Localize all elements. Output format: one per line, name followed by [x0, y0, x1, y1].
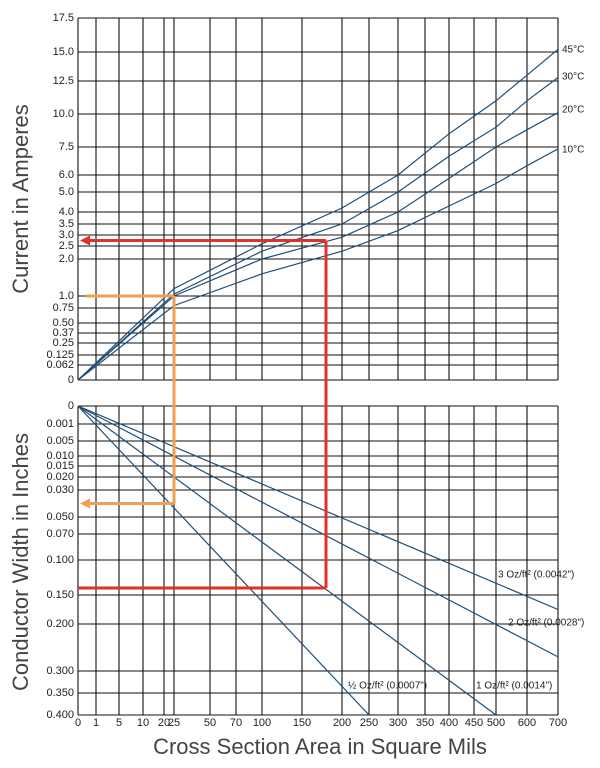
- x-tick-label: 200: [333, 717, 351, 729]
- y-tick-label: 15.0: [53, 46, 74, 58]
- y-tick-label: 2.5: [59, 240, 74, 252]
- x-tick-label: 150: [293, 717, 311, 729]
- y-tick-label: 3.0: [59, 229, 74, 241]
- x-tick-label: 500: [487, 717, 505, 729]
- curve-label: 2 Oz/ft² (0.0028"): [508, 618, 584, 629]
- x-tick-label: 300: [389, 717, 407, 729]
- y-tick-label: 0: [68, 400, 74, 412]
- y-tick-label: 12.5: [53, 75, 74, 87]
- curve-label: 45°C: [562, 45, 584, 56]
- y-tick-label: 0.150: [46, 589, 74, 601]
- curve: [77, 112, 559, 381]
- arrow-head: [80, 235, 90, 246]
- curve-label: 3 Oz/ft² (0.0042"): [498, 570, 574, 581]
- x-axis-title: Cross Section Area in Square Mils: [153, 734, 487, 759]
- x-tick-label: 0: [75, 717, 81, 729]
- y-tick-label: 0.100: [46, 554, 74, 566]
- y-tick-label: 0.010: [46, 450, 74, 462]
- y-tick-label: 0.062: [46, 359, 74, 371]
- y-tick-label: 0.75: [53, 302, 74, 314]
- y-tick-label: 5.0: [59, 186, 74, 198]
- y-tick-label: 0.400: [46, 709, 74, 721]
- x-tick-label: 100: [253, 717, 271, 729]
- y-tick-label: 0.350: [46, 687, 74, 699]
- curve: [77, 77, 559, 381]
- y-tick-label: 2.0: [59, 253, 74, 265]
- curve: [77, 405, 497, 716]
- curve-label: 1 Oz/ft² (0.0014"): [476, 681, 552, 692]
- x-tick-label: 250: [360, 717, 378, 729]
- curve-label: 30°C: [562, 72, 584, 83]
- y-tick-label: 0.015: [46, 460, 74, 472]
- y-tick-label: 7.5: [59, 141, 74, 153]
- y-tick-label: 0.300: [46, 665, 74, 677]
- x-tick-label: 70: [230, 717, 242, 729]
- y-tick-label: 6.0: [59, 169, 74, 181]
- y-tick-label: 0.030: [46, 484, 74, 496]
- x-tick-label: 350: [416, 717, 434, 729]
- x-tick-label: 10: [137, 717, 149, 729]
- curve-label: 20°C: [562, 105, 584, 116]
- y-tick-label: 0.200: [46, 618, 74, 630]
- curve: [77, 405, 559, 658]
- x-tick-label: 50: [204, 717, 216, 729]
- x-tick-label: 450: [465, 717, 483, 729]
- arrow-head: [80, 498, 90, 509]
- y-tick-label: 4.0: [59, 206, 74, 218]
- y-tick-label: 0.020: [46, 471, 74, 483]
- y-tick-label: 0.070: [46, 528, 74, 540]
- y-tick-label: 0.25: [53, 337, 74, 349]
- curve: [77, 148, 559, 381]
- x-tick-label: 5: [116, 717, 122, 729]
- curve: [77, 48, 559, 381]
- x-tick-label: 25: [168, 717, 180, 729]
- x-tick-label: 400: [440, 717, 458, 729]
- y-tick-label: 0.37: [53, 327, 74, 339]
- y-tick-label: 0.50: [53, 317, 74, 329]
- x-tick-label: 20: [158, 717, 170, 729]
- y-axis-title: Current in Amperes: [8, 104, 33, 294]
- y-tick-label: 0: [68, 374, 74, 386]
- x-tick-label: 600: [518, 717, 536, 729]
- curve: [77, 405, 559, 611]
- x-tick-label: 700: [549, 717, 567, 729]
- curve: [77, 405, 370, 716]
- curve-label: 10°C: [562, 145, 584, 156]
- y-tick-label: 0.050: [46, 511, 74, 523]
- y-tick-label: 0.001: [46, 418, 74, 430]
- curve-label: ½ Oz/ft² (0.0007"): [348, 681, 427, 692]
- y-tick-label: 1.0: [59, 290, 74, 302]
- y-tick-label: 0.125: [46, 349, 74, 361]
- y-tick-label: 17.5: [53, 12, 74, 24]
- x-tick-label: 1: [93, 717, 99, 729]
- y-tick-label: 0.005: [46, 435, 74, 447]
- y-tick-label: 10.0: [53, 108, 74, 120]
- y-tick-label: 3.5: [59, 218, 74, 230]
- y-axis-title: Conductor Width in Inches: [8, 433, 33, 691]
